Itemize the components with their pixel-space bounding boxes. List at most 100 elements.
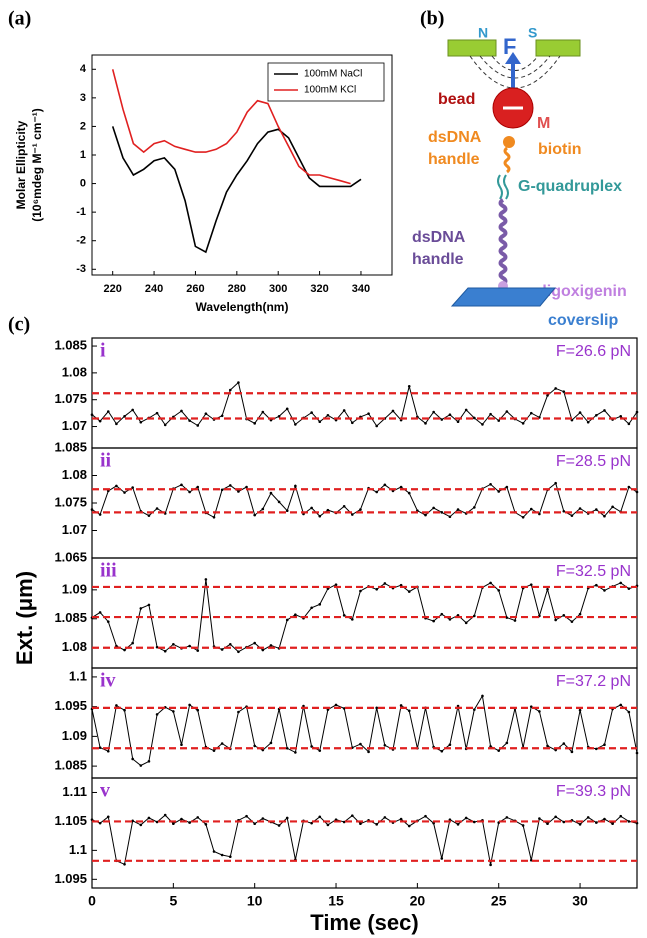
trace-point bbox=[318, 603, 322, 606]
x-tick-label: 0 bbox=[88, 893, 96, 909]
trace-point bbox=[554, 387, 557, 390]
trace-point bbox=[155, 411, 159, 415]
x-tick-label: 25 bbox=[491, 893, 507, 909]
trace-point bbox=[253, 822, 256, 826]
trace-point bbox=[196, 816, 200, 819]
magnet-label: S bbox=[528, 25, 537, 41]
trace-point bbox=[285, 407, 289, 411]
trace-point bbox=[375, 823, 379, 826]
y-tick-label: 1.1 bbox=[69, 842, 87, 857]
trace-point bbox=[627, 820, 631, 823]
trace-point bbox=[123, 708, 126, 712]
trace-point bbox=[310, 745, 313, 748]
diagram: (b) N S F M bead biotin dsDNA handle G-q… bbox=[412, 8, 627, 330]
trace-point bbox=[562, 820, 566, 824]
force-annotation: F=26.6 pN bbox=[556, 343, 631, 360]
trace-point bbox=[204, 823, 208, 826]
trace-point bbox=[326, 708, 330, 711]
trace-point bbox=[98, 821, 102, 825]
trace-point bbox=[383, 582, 387, 585]
trace-point bbox=[407, 824, 411, 828]
trace-point bbox=[163, 423, 167, 427]
legend-box bbox=[267, 62, 385, 102]
trace-point bbox=[375, 424, 379, 428]
x-tick-label: 10 bbox=[247, 893, 263, 909]
trace-point bbox=[131, 408, 134, 412]
trace-point bbox=[318, 815, 322, 819]
trace-point bbox=[326, 823, 330, 827]
y-tick-label: 1.07 bbox=[62, 418, 87, 433]
trace-point bbox=[98, 611, 102, 614]
biotin bbox=[503, 136, 515, 148]
trace-line bbox=[91, 814, 638, 866]
trace-point bbox=[505, 741, 509, 745]
trace-point bbox=[237, 710, 240, 714]
trace-point bbox=[228, 642, 232, 646]
trace-point bbox=[578, 708, 582, 712]
force-annotation: F=37.2 pN bbox=[556, 673, 631, 690]
trace-point bbox=[595, 747, 598, 751]
trace-point bbox=[139, 607, 143, 610]
trace-point bbox=[90, 413, 94, 417]
trace-point bbox=[603, 409, 606, 412]
handle-label: handle bbox=[412, 251, 464, 268]
trace-point bbox=[204, 412, 208, 415]
trace-point bbox=[635, 751, 639, 755]
trace-point bbox=[294, 751, 297, 754]
trace-point bbox=[253, 641, 256, 645]
x-tick-label: 220 bbox=[104, 283, 122, 295]
trace-point bbox=[627, 710, 631, 714]
trace-point bbox=[318, 514, 322, 518]
trace-point bbox=[521, 422, 525, 425]
trace-point bbox=[261, 817, 265, 820]
trace-point bbox=[611, 822, 614, 826]
trace-point bbox=[562, 742, 566, 745]
trace-point bbox=[546, 587, 549, 591]
trace-point bbox=[228, 855, 232, 859]
trace-point bbox=[188, 644, 191, 648]
trace-point bbox=[473, 820, 476, 824]
trace-point bbox=[562, 614, 566, 617]
trace-point bbox=[440, 418, 444, 421]
trace-point bbox=[188, 821, 191, 824]
trace-point bbox=[139, 764, 143, 767]
trace-point bbox=[163, 813, 167, 817]
trace-point bbox=[505, 485, 509, 489]
trace-point bbox=[131, 641, 134, 645]
trace-point bbox=[123, 491, 126, 494]
trace-point bbox=[383, 816, 387, 819]
trace-point bbox=[489, 412, 492, 416]
trace-point bbox=[269, 741, 273, 745]
trace-point bbox=[497, 490, 501, 493]
subpanel-label: iii bbox=[100, 560, 117, 582]
trace-point bbox=[277, 824, 281, 827]
y-tick-label: 0 bbox=[80, 177, 86, 189]
trace-point bbox=[456, 704, 460, 708]
trace-point bbox=[489, 745, 492, 748]
x-tick-label: 240 bbox=[145, 283, 163, 295]
trace-point bbox=[473, 416, 476, 420]
trace-point bbox=[220, 488, 224, 492]
y-axis-label: Molar Ellipticity bbox=[14, 120, 28, 209]
trace-point bbox=[464, 408, 468, 412]
trace-point bbox=[554, 815, 557, 819]
trace-point bbox=[220, 414, 224, 418]
x-tick-label: 340 bbox=[352, 283, 370, 295]
trace-line bbox=[91, 694, 638, 767]
x-tick-label: 30 bbox=[572, 893, 588, 909]
trace-point bbox=[180, 483, 183, 487]
trace-point bbox=[269, 644, 273, 647]
trace-point bbox=[342, 614, 346, 617]
trace-point bbox=[456, 823, 460, 826]
y-tick-label: 1.075 bbox=[54, 391, 87, 406]
trace-point bbox=[432, 506, 435, 510]
trace-point bbox=[123, 415, 126, 418]
trace-point bbox=[294, 484, 297, 488]
trace-point bbox=[269, 491, 273, 495]
trace-point bbox=[155, 645, 159, 649]
trace-point bbox=[367, 412, 370, 415]
trace-point bbox=[440, 749, 444, 753]
subpanel-label: i bbox=[100, 340, 106, 362]
trace-point bbox=[196, 649, 200, 652]
